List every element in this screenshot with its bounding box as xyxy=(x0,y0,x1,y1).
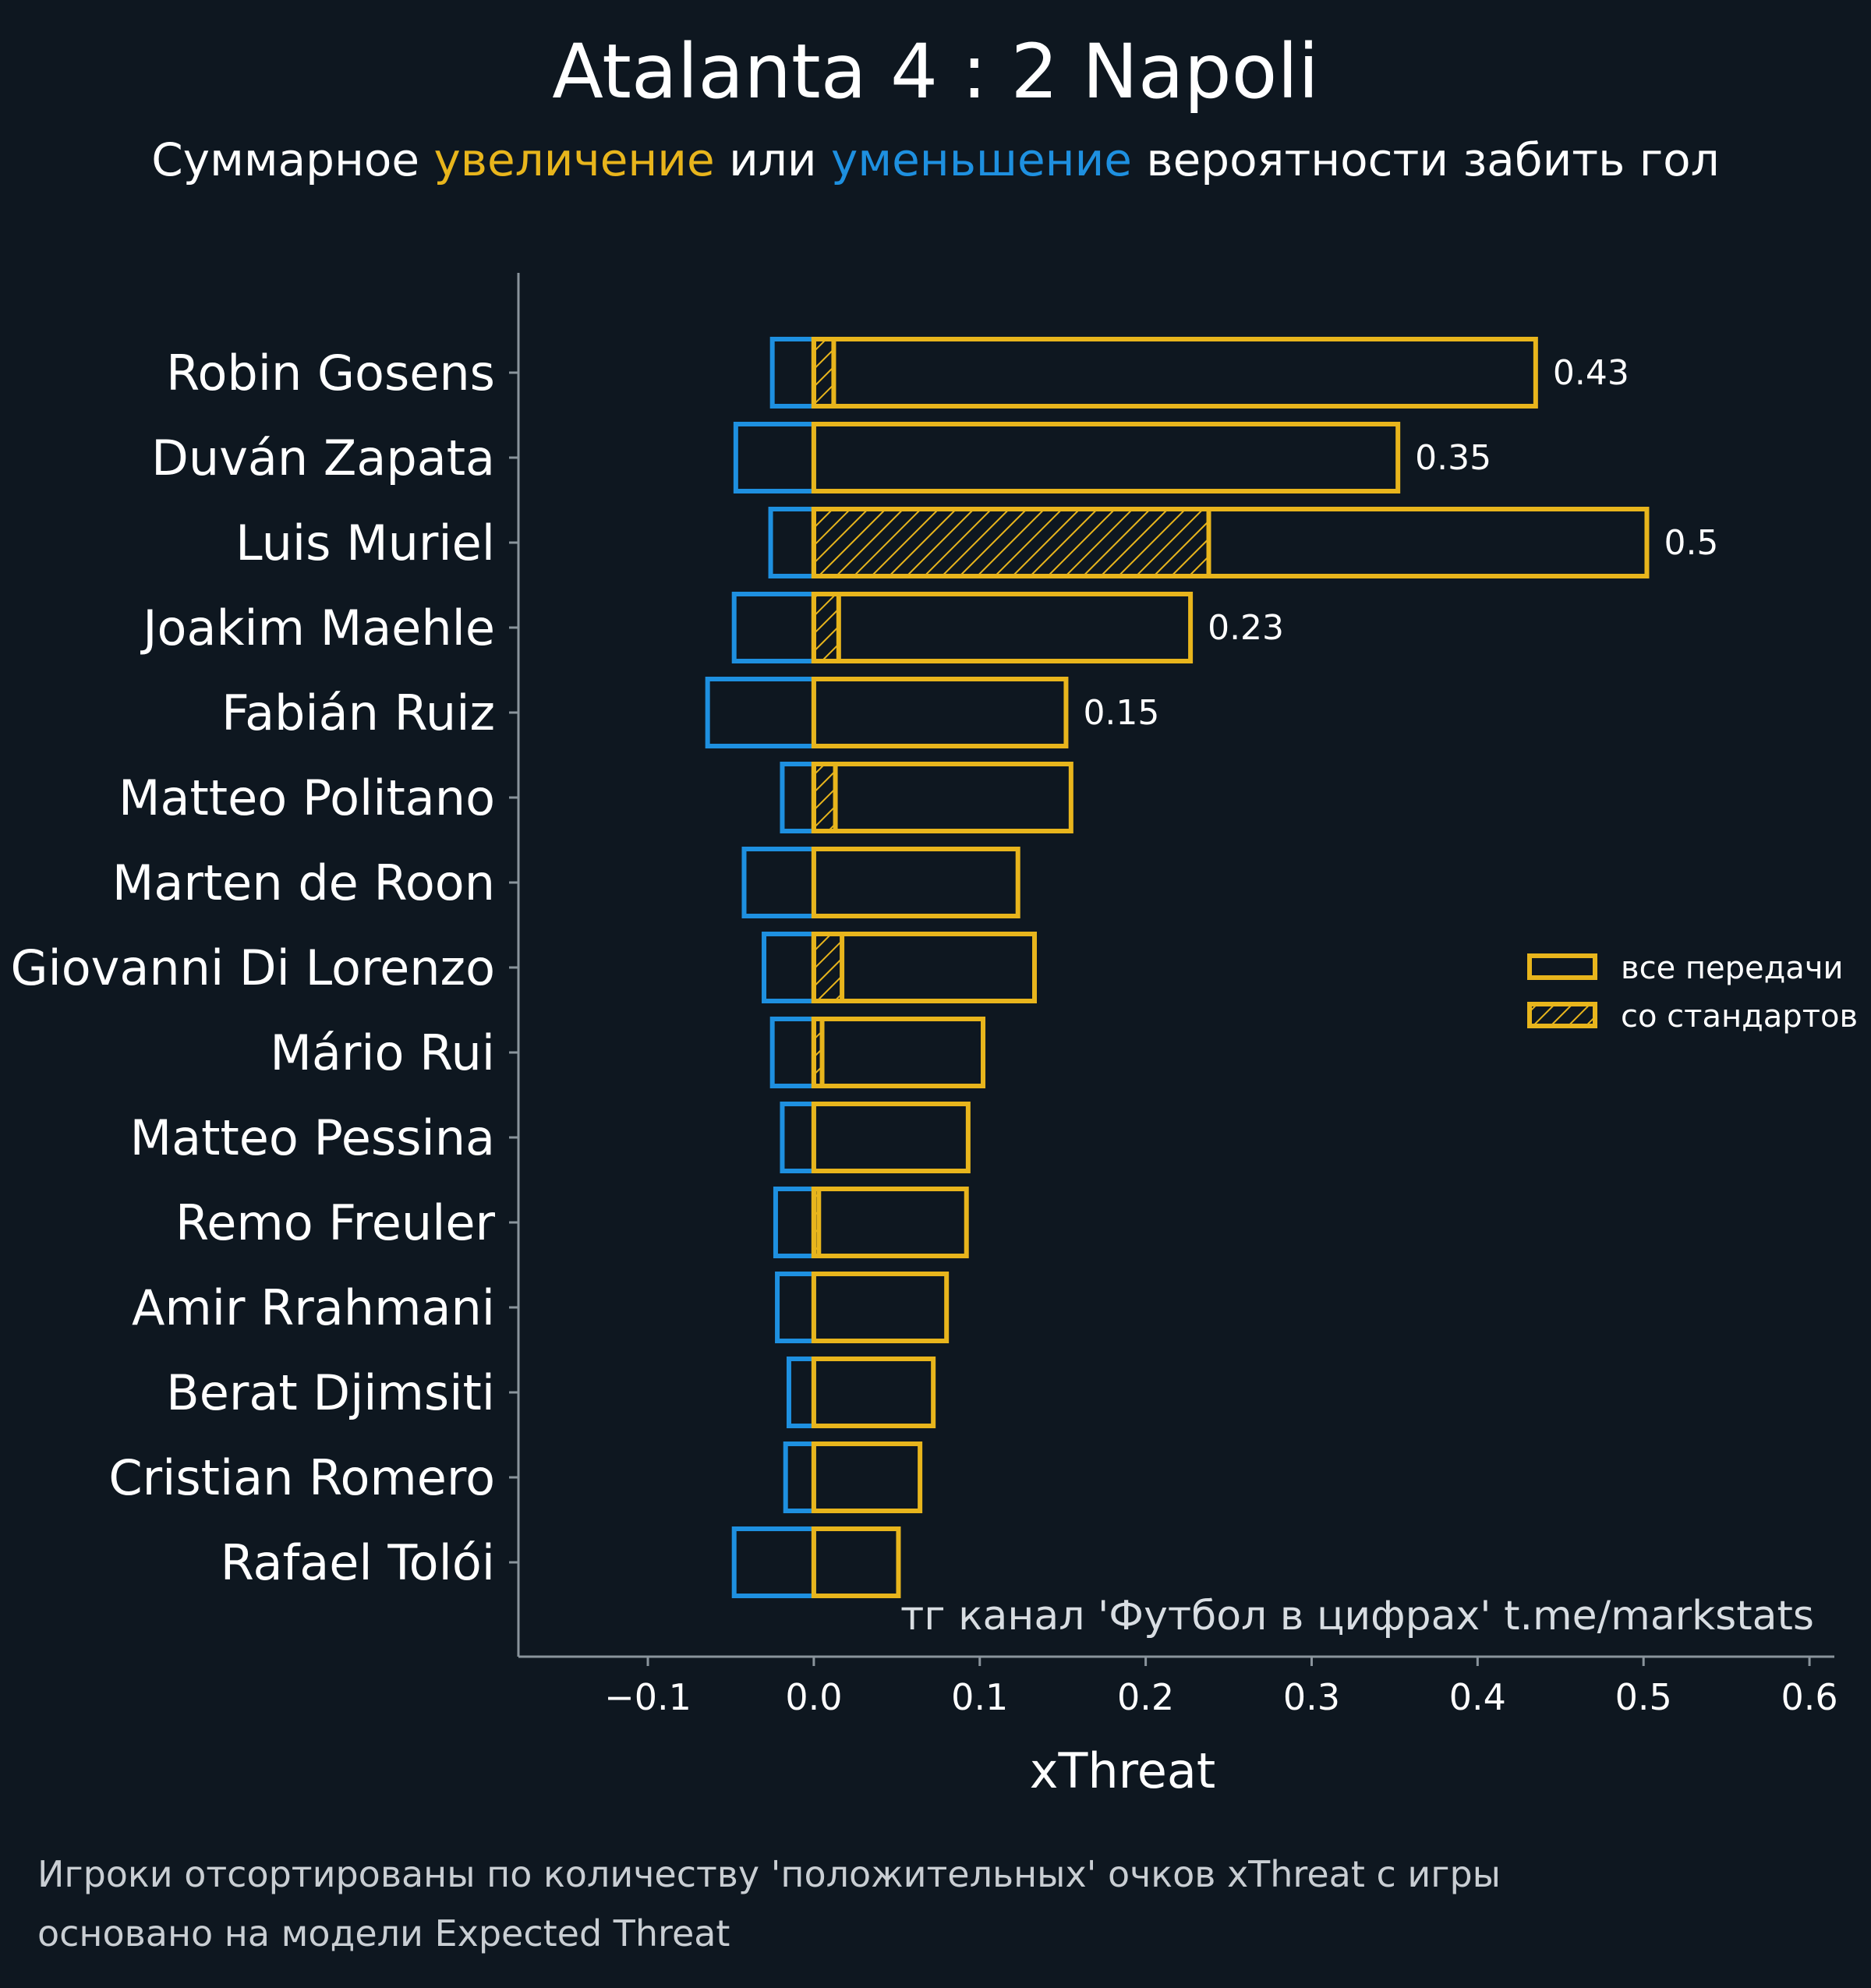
all-passes-bar xyxy=(811,1441,923,1513)
x-tick-label: −0.1 xyxy=(604,1676,691,1718)
x-tick-label: 0.6 xyxy=(1781,1676,1837,1718)
set-piece-bar xyxy=(811,507,1211,578)
chart-title: Atalanta 4 : 2 Napoli xyxy=(552,28,1318,115)
subtitle-increase-word: увеличение xyxy=(433,133,714,186)
subtitle-decrease-word: уменьшение xyxy=(831,133,1132,186)
y-tick-label-rafael-tol-i: Rafael Tolói xyxy=(221,1534,495,1591)
y-tick-label-berat-djimsiti: Berat Djimsiti xyxy=(166,1364,495,1421)
negative-bar xyxy=(731,592,816,663)
set-piece-bar xyxy=(811,932,845,1003)
negative-bar xyxy=(741,847,816,918)
y-tick-label-m-rio-rui: Mário Rui xyxy=(270,1024,495,1081)
all-passes-bar xyxy=(811,1526,901,1598)
all-passes-bar xyxy=(811,337,1538,409)
negative-bar xyxy=(773,1187,816,1258)
negative-bar xyxy=(786,1357,816,1428)
watermark-text: тг канал 'Футбол в цифрах' t.me/markstat… xyxy=(900,1593,1814,1640)
negative-bar xyxy=(769,1017,816,1088)
negative-bar xyxy=(780,762,816,833)
legend-label-set-pieces: со стандартов xyxy=(1621,999,1858,1035)
y-tick-label-giovanni-di-lorenzo: Giovanni Di Lorenzo xyxy=(10,939,495,996)
legend-swatch-set-pieces xyxy=(1527,1002,1597,1028)
y-tick-label-robin-gosens: Robin Gosens xyxy=(166,345,495,401)
all-passes-bar xyxy=(811,592,1194,663)
data-label: 0.43 xyxy=(1553,353,1629,393)
data-label: 0.35 xyxy=(1415,438,1491,478)
all-passes-bar xyxy=(811,507,1650,578)
legend-swatch-all-passes xyxy=(1527,953,1597,980)
all-passes-bar xyxy=(811,932,1038,1003)
bars-group: 0.43 0.35 0.5 0.23 0.15 xyxy=(705,337,1718,1598)
y-tick-label-matteo-pessina: Matteo Pessina xyxy=(130,1109,495,1166)
y-tick-label-amir-rrahmani: Amir Rrahmani xyxy=(132,1279,495,1336)
all-passes-bar xyxy=(811,1187,969,1258)
legend-label-all-passes: все передачи xyxy=(1621,950,1843,986)
negative-bar xyxy=(768,507,816,578)
all-passes-bar xyxy=(811,1102,971,1173)
data-label: 0.15 xyxy=(1083,693,1159,733)
negative-bar xyxy=(780,1102,816,1173)
set-piece-bar xyxy=(811,592,841,663)
all-passes-bar xyxy=(811,762,1073,833)
all-passes-bar xyxy=(811,1357,936,1428)
y-tick-label-cristian-romero: Cristian Romero xyxy=(108,1449,495,1506)
y-tick-label-luis-muriel: Luis Muriel xyxy=(235,515,495,571)
x-tick-label: 0.2 xyxy=(1117,1676,1174,1718)
all-passes-bar xyxy=(811,677,1069,748)
x-tick-label: 0.4 xyxy=(1449,1676,1506,1718)
data-label: 0.23 xyxy=(1208,608,1284,648)
subtitle-part2: или xyxy=(729,133,831,186)
negative-bar xyxy=(783,1441,816,1513)
all-passes-bar xyxy=(811,847,1020,918)
x-ticks-group: −0.1 0.0 0.1 0.2 0.3 0.4 0.5 0.6 xyxy=(604,1657,1838,1718)
x-tick-label: 0.5 xyxy=(1615,1676,1672,1718)
y-tick-label-joakim-maehle: Joakim Maehle xyxy=(140,600,495,656)
y-tick-label-marten-de-roon: Marten de Roon xyxy=(112,854,495,911)
legend: все передачи со стандартов xyxy=(1527,950,1858,1035)
x-tick-label: 0.1 xyxy=(951,1676,1008,1718)
set-piece-bar xyxy=(811,337,836,409)
all-passes-bar xyxy=(811,422,1401,493)
negative-bar xyxy=(762,932,816,1003)
x-tick-label: 0.0 xyxy=(785,1676,842,1718)
negative-bar xyxy=(731,1526,816,1598)
chart-subtitle: Суммарное увеличение или уменьшение веро… xyxy=(151,133,1719,186)
y-tick-label-fabi-n-ruiz: Fabián Ruiz xyxy=(221,684,495,741)
y-tick-label-matteo-politano: Matteo Politano xyxy=(118,769,495,826)
y-tick-label-duv-n-zapata: Duván Zapata xyxy=(151,430,495,486)
data-label: 0.5 xyxy=(1664,523,1718,563)
negative-bar xyxy=(775,1272,816,1343)
x-tick-label: 0.3 xyxy=(1283,1676,1340,1718)
footnote-line-2: основано на модели Expected Threat xyxy=(37,1912,730,1954)
footnote-line-1: Игроки отсортированы по количеству 'поло… xyxy=(37,1853,1501,1895)
set-piece-bar xyxy=(811,762,838,833)
subtitle-part1: Суммарное xyxy=(151,133,433,186)
negative-bar xyxy=(733,422,816,493)
subtitle-part3: вероятности забить гол xyxy=(1146,133,1719,186)
y-tick-label-remo-freuler: Remo Freuler xyxy=(175,1194,496,1251)
negative-bar xyxy=(705,677,816,748)
y-ticks-group: Robin Gosens Duván Zapata Luis Muriel Joaki… xyxy=(10,345,518,1591)
all-passes-bar xyxy=(811,1272,950,1343)
all-passes-bar xyxy=(811,1017,986,1088)
x-axis-label: xThreat xyxy=(1030,1742,1215,1799)
negative-bar xyxy=(769,337,816,409)
